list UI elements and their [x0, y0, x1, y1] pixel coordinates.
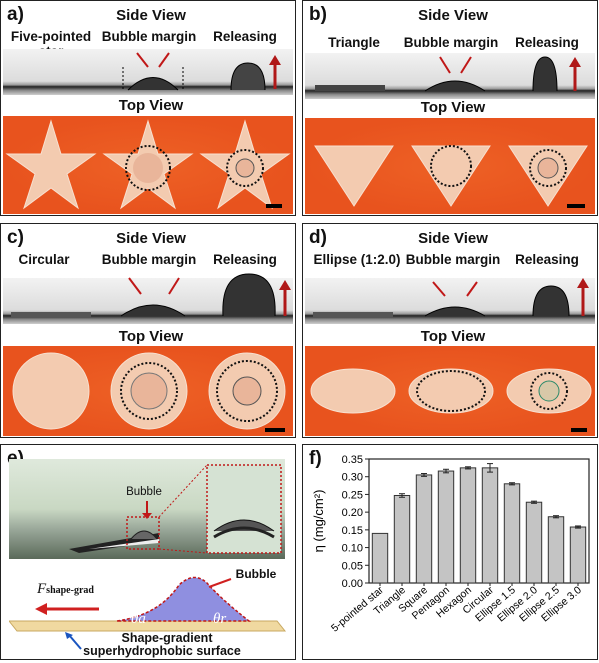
plot-frame [368, 458, 590, 584]
bubble-margin-label: Bubble margin [405, 252, 501, 267]
force-label: Fshape-grad [37, 581, 94, 598]
y-tick-label: 0.00 [342, 578, 363, 590]
panel-b: b) Side View Triangle Bubble margin Rele… [302, 0, 598, 216]
side-view-overlay [313, 278, 589, 318]
side-view-title: Side View [116, 230, 186, 247]
bar [393, 494, 411, 584]
y-axis-label: η (mg/cm²) [311, 490, 326, 553]
theta-r-label: θr [213, 611, 227, 627]
panel-d: d) Side View Ellipse (1:2.0) Bubble marg… [302, 223, 598, 438]
y-tick-label: 0.20 [342, 507, 363, 519]
schematic [9, 576, 287, 650]
bar [437, 470, 455, 584]
shape-label: Ellipse (1:2.0) [313, 252, 401, 267]
bar [503, 483, 521, 584]
bar [459, 467, 477, 584]
circle-shapes [12, 352, 286, 432]
y-tick-label: 0.35 [342, 454, 363, 466]
top-view-title: Top View [420, 328, 486, 345]
photo-overlay [69, 464, 282, 554]
bar [481, 467, 499, 584]
panel-label-f: f) [309, 448, 322, 469]
side-view-overlay [11, 273, 291, 318]
panel-c: c) Side View Circular Bubble margin Rele… [0, 223, 296, 438]
shape-label: Triangle [328, 35, 380, 50]
bar [525, 501, 543, 584]
bubble-margin-label: Bubble margin [101, 252, 197, 267]
panel-f: f) 0.00 0.05 0.10 0.15 0.20 0.25 0.30 0.35 η (mg… [302, 444, 598, 660]
surface-label-line1: Shape-gradient [121, 631, 213, 645]
bubble-label-schematic: Bubble [235, 567, 277, 581]
shape-label: Circular [18, 252, 70, 267]
top-view-title: Top View [420, 99, 486, 116]
bar [415, 474, 433, 584]
bubble-label: Bubble [126, 486, 162, 498]
surface-label-line2: superhydrophobic surface [83, 644, 241, 658]
y-tick-label: 0.25 [342, 489, 363, 501]
bar [371, 532, 389, 584]
releasing-label: Releasing [515, 252, 579, 267]
y-tick-label: 0.30 [342, 472, 363, 484]
releasing-label: Releasing [213, 29, 277, 44]
side-view-overlay [315, 56, 581, 92]
force-subscript: shape-grad [46, 585, 94, 596]
releasing-label: Releasing [515, 35, 579, 50]
panel-label-a: a) [7, 4, 24, 25]
side-view-title: Side View [418, 7, 488, 24]
panel-label-d: d) [309, 227, 327, 248]
panel-label-b: b) [309, 4, 327, 25]
bar-chart: 0.00 0.05 0.10 0.15 0.20 0.25 0.30 0.35 η (mg/cm… [311, 454, 590, 635]
star-shapes [5, 119, 291, 210]
panel-a: a) Side View Five-pointed star Bubble ma… [0, 0, 296, 216]
releasing-label: Releasing [213, 252, 277, 267]
y-tick-label: 0.05 [342, 560, 363, 572]
panel-label-c: c) [7, 227, 24, 248]
bar [547, 516, 565, 584]
triangle-shapes [314, 145, 588, 208]
top-view-title: Top View [118, 328, 184, 345]
theta-a-label: θa [131, 611, 146, 627]
side-view-overlay [122, 52, 281, 91]
bubble-margin-label: Bubble margin [403, 35, 499, 50]
y-tick-label: 0.15 [342, 525, 363, 537]
y-tick-label: 0.10 [342, 543, 363, 555]
bubble-margin-label: Bubble margin [101, 29, 197, 44]
force-symbol: F [37, 581, 47, 597]
bar [569, 526, 587, 584]
ellipse-shapes [310, 368, 592, 432]
top-view-title: Top View [118, 97, 184, 114]
side-view-title: Side View [418, 230, 488, 247]
panel-e: e) Bubble Fshape-grad Bubble θa θr Shape… [0, 444, 296, 660]
side-view-title: Side View [116, 7, 186, 24]
